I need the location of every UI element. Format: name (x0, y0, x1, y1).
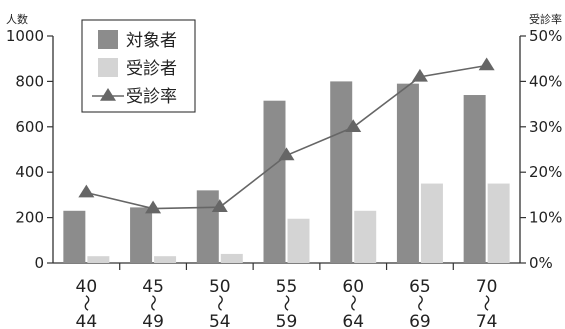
bar (287, 218, 310, 263)
legend-label: 受診者 (126, 59, 177, 79)
right-axis-title: 受診率 (529, 12, 562, 26)
x-tick-label-top: 70 (476, 277, 498, 297)
x-tick-label-bottom: 49 (142, 312, 164, 329)
bar (220, 253, 243, 263)
x-tick-label-top: 50 (209, 277, 231, 297)
bar (87, 256, 110, 263)
bar (420, 183, 443, 263)
x-tick-label-bottom: 59 (276, 312, 298, 329)
x-tick-label-top: 40 (76, 277, 98, 297)
x-tick-label-bottom: 74 (476, 312, 498, 329)
rate-point (478, 57, 495, 71)
x-tick-label-separator: 〜 (142, 295, 162, 312)
right-tick-label: 20% (529, 163, 562, 181)
bar (154, 256, 177, 263)
x-tick-label-bottom: 64 (342, 312, 364, 329)
x-tick-label-separator: 〜 (276, 295, 296, 312)
x-tick-label-bottom: 44 (76, 312, 98, 329)
left-tick-label: 1000 (6, 27, 44, 45)
legend-label: 対象者 (126, 31, 177, 51)
right-tick-label: 30% (529, 118, 562, 136)
left-tick-label: 0 (34, 254, 44, 272)
bar (63, 210, 86, 263)
right-tick-label: 50% (529, 27, 562, 45)
x-tick-label-separator: 〜 (209, 295, 229, 312)
x-tick-label-separator: 〜 (342, 295, 362, 312)
x-tick-label-top: 60 (342, 277, 364, 297)
rate-line (78, 57, 495, 214)
bar (487, 183, 510, 263)
rate-point (278, 147, 295, 161)
rate-point (345, 119, 362, 133)
x-tick-label-bottom: 69 (409, 312, 431, 329)
bar (354, 210, 377, 263)
rate-point (78, 184, 95, 198)
right-tick-label: 10% (529, 209, 562, 227)
rate-point (145, 200, 162, 214)
legend-label: 受診率 (126, 87, 177, 107)
bar (196, 190, 219, 263)
left-axis-title: 人数 (6, 13, 28, 26)
legend-swatch (98, 58, 118, 77)
x-tick-label-separator: 〜 (409, 295, 429, 312)
x-tick-label-top: 45 (142, 277, 164, 297)
bar (463, 95, 486, 264)
x-tick-label-top: 55 (276, 277, 298, 297)
rate-point (211, 199, 228, 212)
bar (263, 100, 286, 263)
bar (130, 207, 153, 263)
legend-swatch (98, 30, 118, 49)
legend-triangle-icon (100, 88, 116, 101)
left-tick-label: 200 (15, 209, 44, 227)
x-tick-label-separator: 〜 (476, 295, 496, 312)
bar (396, 83, 419, 263)
bars (63, 81, 510, 264)
left-tick-label: 400 (15, 163, 44, 181)
left-tick-label: 600 (15, 118, 44, 136)
left-tick-label: 800 (15, 72, 44, 90)
x-tick-label-separator: 〜 (75, 295, 95, 312)
bar (330, 81, 353, 264)
x-tick-label-bottom: 54 (209, 312, 231, 329)
x-tick-label-top: 65 (409, 277, 431, 297)
right-tick-label: 0% (529, 254, 553, 272)
rate-point (411, 68, 428, 82)
right-tick-label: 40% (529, 72, 562, 90)
